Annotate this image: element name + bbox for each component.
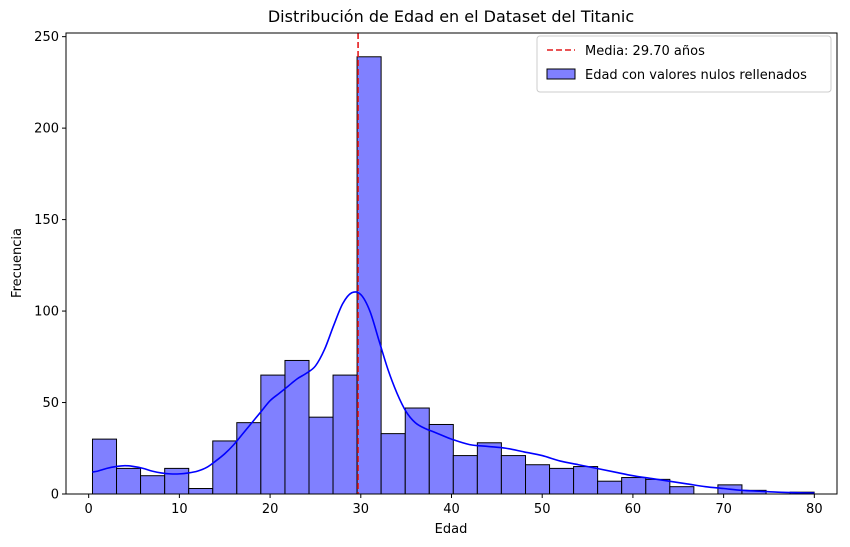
y-axis-label: Frecuencia [10, 228, 25, 298]
histogram-bar [597, 480, 623, 495]
chart-title: Distribución de Edad en el Dataset del T… [268, 7, 634, 26]
kde-curve [92, 291, 815, 494]
histogram-bar [116, 467, 142, 495]
histogram-bar [164, 467, 190, 495]
histogram-bar [549, 467, 575, 495]
x-tick-label: 50 [534, 502, 551, 517]
histogram-bar [621, 477, 647, 495]
x-tick-label: 60 [625, 502, 642, 517]
x-axis-ticks: 0 10 20 30 40 50 60 70 80 [85, 494, 823, 517]
y-tick-label: 200 [34, 122, 59, 137]
histogram-bar [308, 416, 334, 495]
histogram-bars [91, 56, 815, 495]
y-tick-label: 0 [51, 488, 59, 503]
x-axis-label: Edad [435, 522, 468, 537]
legend-box [536, 35, 832, 93]
y-tick-label: 50 [42, 396, 59, 411]
histogram-bar [380, 433, 406, 495]
x-tick-label: 70 [715, 502, 732, 517]
histogram-bar [356, 56, 382, 495]
histogram-bar [212, 440, 238, 495]
legend-hist-label: Edad con valores nulos rellenados [585, 68, 807, 83]
histogram-bar [525, 464, 551, 495]
histogram-bar [645, 478, 671, 495]
histogram-bar [452, 455, 478, 495]
y-tick-label: 250 [34, 30, 59, 45]
histogram-bar [500, 455, 527, 495]
histogram-bar [140, 475, 166, 495]
legend: Media: 29.70 años Edad con valores nulos… [536, 35, 832, 93]
histogram-bar [404, 407, 430, 495]
x-tick-label: 10 [171, 502, 188, 517]
x-tick-label: 0 [85, 502, 93, 517]
histogram-bar [260, 374, 286, 495]
x-tick-label: 80 [806, 502, 823, 517]
x-tick-label: 40 [443, 502, 460, 517]
histogram-bar [573, 466, 599, 495]
histogram-bar [669, 486, 695, 495]
histogram-bar [428, 423, 454, 495]
y-axis-ticks: 0 50 100 150 200 250 [34, 30, 66, 503]
legend-hist-swatch [546, 68, 576, 80]
kde-curve-group [92, 291, 815, 494]
x-tick-label: 20 [262, 502, 279, 517]
histogram-bar [332, 374, 358, 495]
histogram-bar [236, 422, 262, 495]
y-tick-label: 100 [34, 305, 59, 320]
y-tick-label: 150 [34, 213, 59, 228]
x-tick-label: 30 [353, 502, 370, 517]
legend-mean-label: Media: 29.70 años [585, 44, 705, 59]
histogram-bar [476, 442, 502, 495]
histogram-bar [284, 359, 310, 495]
histogram-bar [188, 488, 214, 495]
